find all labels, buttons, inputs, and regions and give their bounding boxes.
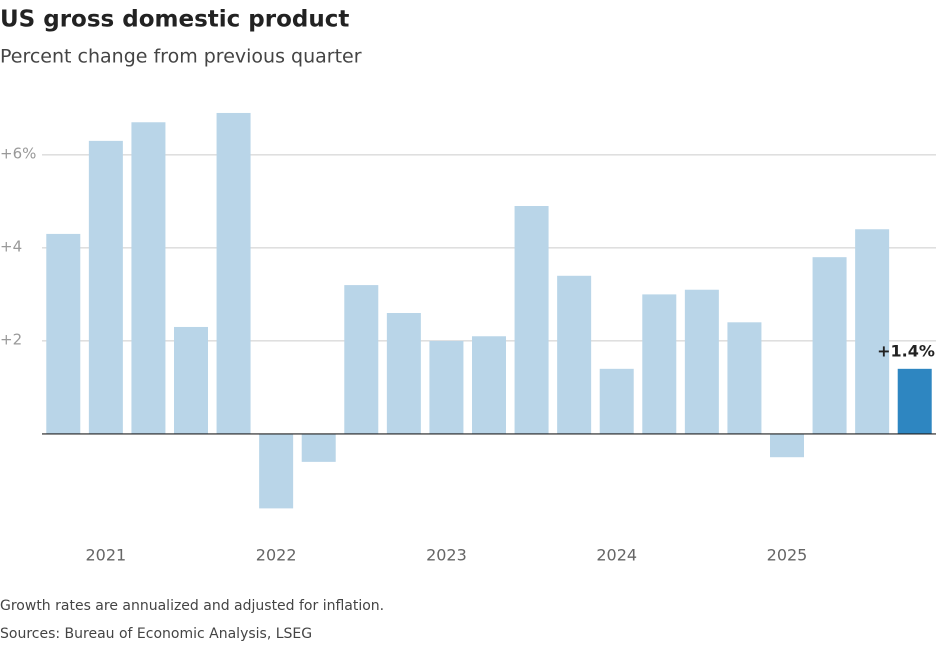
x-tick-label: 2022 xyxy=(256,546,297,565)
bar xyxy=(472,336,506,434)
note: Growth rates are annualized and adjusted… xyxy=(0,598,384,614)
value-label: +1.4% xyxy=(877,341,935,360)
bar xyxy=(301,433,336,462)
bar xyxy=(897,368,932,434)
bar xyxy=(684,289,719,434)
x-tick-label: 2024 xyxy=(596,546,637,565)
y-tick-label: +2 xyxy=(0,330,22,348)
bar xyxy=(386,313,421,434)
bar xyxy=(174,326,208,434)
bar xyxy=(216,112,251,434)
bar xyxy=(131,122,166,434)
bar xyxy=(727,322,762,434)
bar xyxy=(514,206,549,434)
note: Sources: Bureau of Economic Analysis, LS… xyxy=(0,626,312,642)
bar xyxy=(344,285,379,434)
bar xyxy=(599,368,634,434)
x-tick-label: 2025 xyxy=(767,546,808,565)
bar xyxy=(812,257,847,434)
bar xyxy=(429,340,464,434)
bar xyxy=(770,433,804,458)
bar xyxy=(557,275,592,434)
x-tick-label: 2021 xyxy=(85,546,126,565)
y-tick-label: +6% xyxy=(0,144,36,162)
bar xyxy=(88,140,123,434)
chart-subtitle: Percent change from previous quarter xyxy=(0,46,362,68)
chart-title: US gross domestic product xyxy=(0,7,349,33)
x-tick-label: 2023 xyxy=(426,546,467,565)
bar xyxy=(46,233,81,434)
bar xyxy=(855,229,890,434)
bar xyxy=(259,433,294,509)
y-tick-label: +4 xyxy=(0,237,22,255)
bar xyxy=(642,294,677,434)
